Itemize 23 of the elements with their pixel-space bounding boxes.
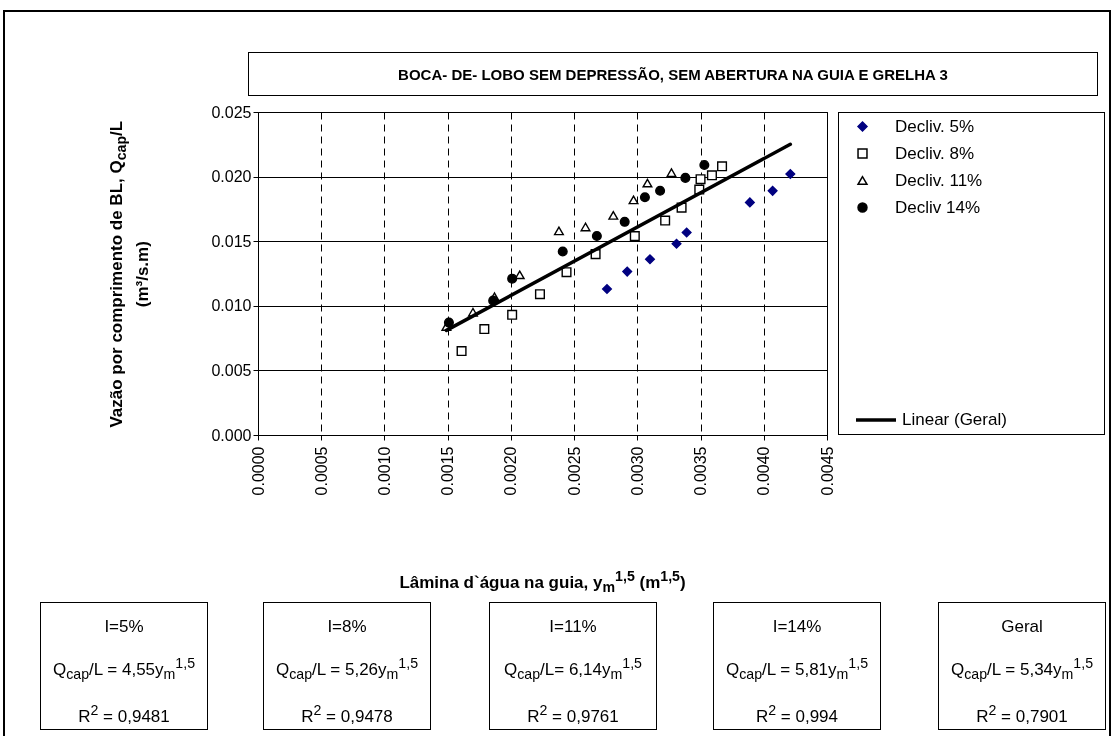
x-tick-label: 0.0040 bbox=[755, 446, 773, 496]
legend-label: Decliv. 11% bbox=[895, 170, 983, 190]
x-tick-label: 0.0025 bbox=[565, 446, 583, 496]
y-tick-label: 0.015 bbox=[211, 232, 252, 250]
y-tick-label: 0.010 bbox=[211, 297, 252, 315]
x-tick-label: 0.0035 bbox=[692, 446, 710, 496]
x-axis-title: Lâmina d`água na guia, y$_{m}$$^{1,5}$ (m$^{1,5}$) bbox=[398, 568, 687, 596]
x-tick-label: 0.0010 bbox=[375, 446, 393, 496]
y-tick-label: 0.000 bbox=[211, 426, 252, 444]
x-tick-label: 0.0045 bbox=[818, 446, 836, 496]
legend-label: Decliv. 5% bbox=[895, 116, 975, 136]
legend-label: Decliv 14% bbox=[895, 197, 981, 217]
x-tick-label: 0.0015 bbox=[439, 446, 457, 496]
x-tick-label: 0.0020 bbox=[502, 446, 520, 496]
chart-title: BOCA- DE- LOBO SEM DEPRESSÃO, SEM ABERTURA NA GUIA E GRELHA 3 bbox=[248, 52, 1098, 96]
y-tick-label: 0.020 bbox=[211, 168, 252, 186]
y-tick-label: 0.005 bbox=[211, 361, 252, 379]
x-tick-label: 0.0030 bbox=[628, 446, 646, 496]
x-tick-label: 0.0005 bbox=[312, 446, 330, 496]
y-tick-label: 0.025 bbox=[211, 103, 252, 121]
legend-label: Linear (Geral) bbox=[902, 410, 1007, 429]
legend-label: Decliv. 8% bbox=[895, 143, 975, 163]
x-tick-label: 0.0000 bbox=[249, 446, 267, 496]
